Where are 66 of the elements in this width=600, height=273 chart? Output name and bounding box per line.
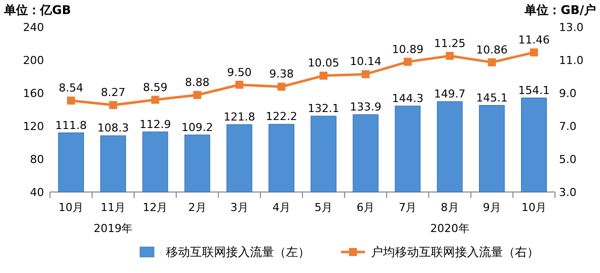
point xyxy=(277,82,286,91)
y-tick-label: 80 xyxy=(30,153,44,166)
data-label: 8.88 xyxy=(185,76,210,89)
y2-axis-title: 单位：GB/户 xyxy=(524,3,596,17)
x-tick-label: 7月 xyxy=(398,201,417,214)
data-label: 10.89 xyxy=(392,42,424,56)
data-label: 122.2 xyxy=(266,110,298,124)
data-label: 145.1 xyxy=(476,91,508,104)
y2-tick-label: 7.0 xyxy=(559,120,576,133)
data-label: 121.8 xyxy=(224,110,256,124)
y-tick-label: 240 xyxy=(23,21,44,34)
x-tick-label: 2月 xyxy=(188,201,206,214)
y-tick-label: 200 xyxy=(23,54,44,67)
point xyxy=(193,90,202,99)
point xyxy=(404,58,412,66)
x-tick-label: 9月 xyxy=(482,201,501,214)
data-label: 9.38 xyxy=(269,68,294,81)
x-tick-label: 10月 xyxy=(58,201,84,214)
data-label: 11.46 xyxy=(518,33,550,46)
data-label: 144.3 xyxy=(392,92,424,105)
point xyxy=(320,72,328,80)
y2-tick-label: 3.0 xyxy=(559,186,576,199)
point xyxy=(151,96,160,104)
point xyxy=(109,101,118,110)
y2-tick-label: 11.0 xyxy=(559,54,584,67)
x-tick-label: 5月 xyxy=(314,201,333,214)
legend-label: 户均移动互联网接入流量（右） xyxy=(371,245,539,259)
data-label: 112.9 xyxy=(139,118,171,131)
point xyxy=(235,80,244,89)
data-label: 8.27 xyxy=(100,86,126,100)
point xyxy=(446,52,454,60)
data-label: 108.3 xyxy=(97,122,129,135)
data-label: 10.14 xyxy=(350,55,382,68)
y2-tick-label: 5.0 xyxy=(559,153,576,166)
data-label: 11.25 xyxy=(434,36,466,50)
data-label: 10.86 xyxy=(476,43,508,56)
text: 2019年 xyxy=(94,222,133,235)
data-label: 133.9 xyxy=(350,100,382,114)
point xyxy=(67,96,76,105)
legend-label: 移动互联网接入流量（左） xyxy=(166,245,310,259)
data-label: 10.05 xyxy=(308,56,340,70)
x-tick-label: 11月 xyxy=(100,201,126,214)
y-axis-title: 单位：亿GB xyxy=(3,3,71,17)
y-tick-label: 160 xyxy=(23,87,44,100)
x-tick-label: 6月 xyxy=(356,201,375,214)
data-label: 132.1 xyxy=(308,102,340,116)
data-label: 9.50 xyxy=(227,66,252,79)
point xyxy=(488,58,496,66)
point xyxy=(530,48,538,56)
x-tick-label: 8月 xyxy=(440,201,459,214)
data-label: 149.7 xyxy=(434,87,466,100)
y2-tick-label: 9.0 xyxy=(559,87,576,100)
x-tick-label: 10月 xyxy=(521,201,546,214)
x-tick-label: 3月 xyxy=(230,201,248,214)
point xyxy=(362,70,370,78)
text: 2020年 xyxy=(430,222,470,235)
x-tick-label: 12月 xyxy=(142,201,168,214)
y-tick-label: 120 xyxy=(23,120,44,133)
data-label: 8.59 xyxy=(142,80,168,94)
data-label: 111.8 xyxy=(55,118,87,132)
x-tick-label: 4月 xyxy=(272,201,290,214)
data-label: 154.1 xyxy=(518,84,550,97)
y2-tick-label: 13.0 xyxy=(559,21,584,34)
y-tick-label: 40 xyxy=(30,186,44,199)
data-label: 109.2 xyxy=(182,120,214,134)
data-label: 8.54 xyxy=(58,82,84,95)
